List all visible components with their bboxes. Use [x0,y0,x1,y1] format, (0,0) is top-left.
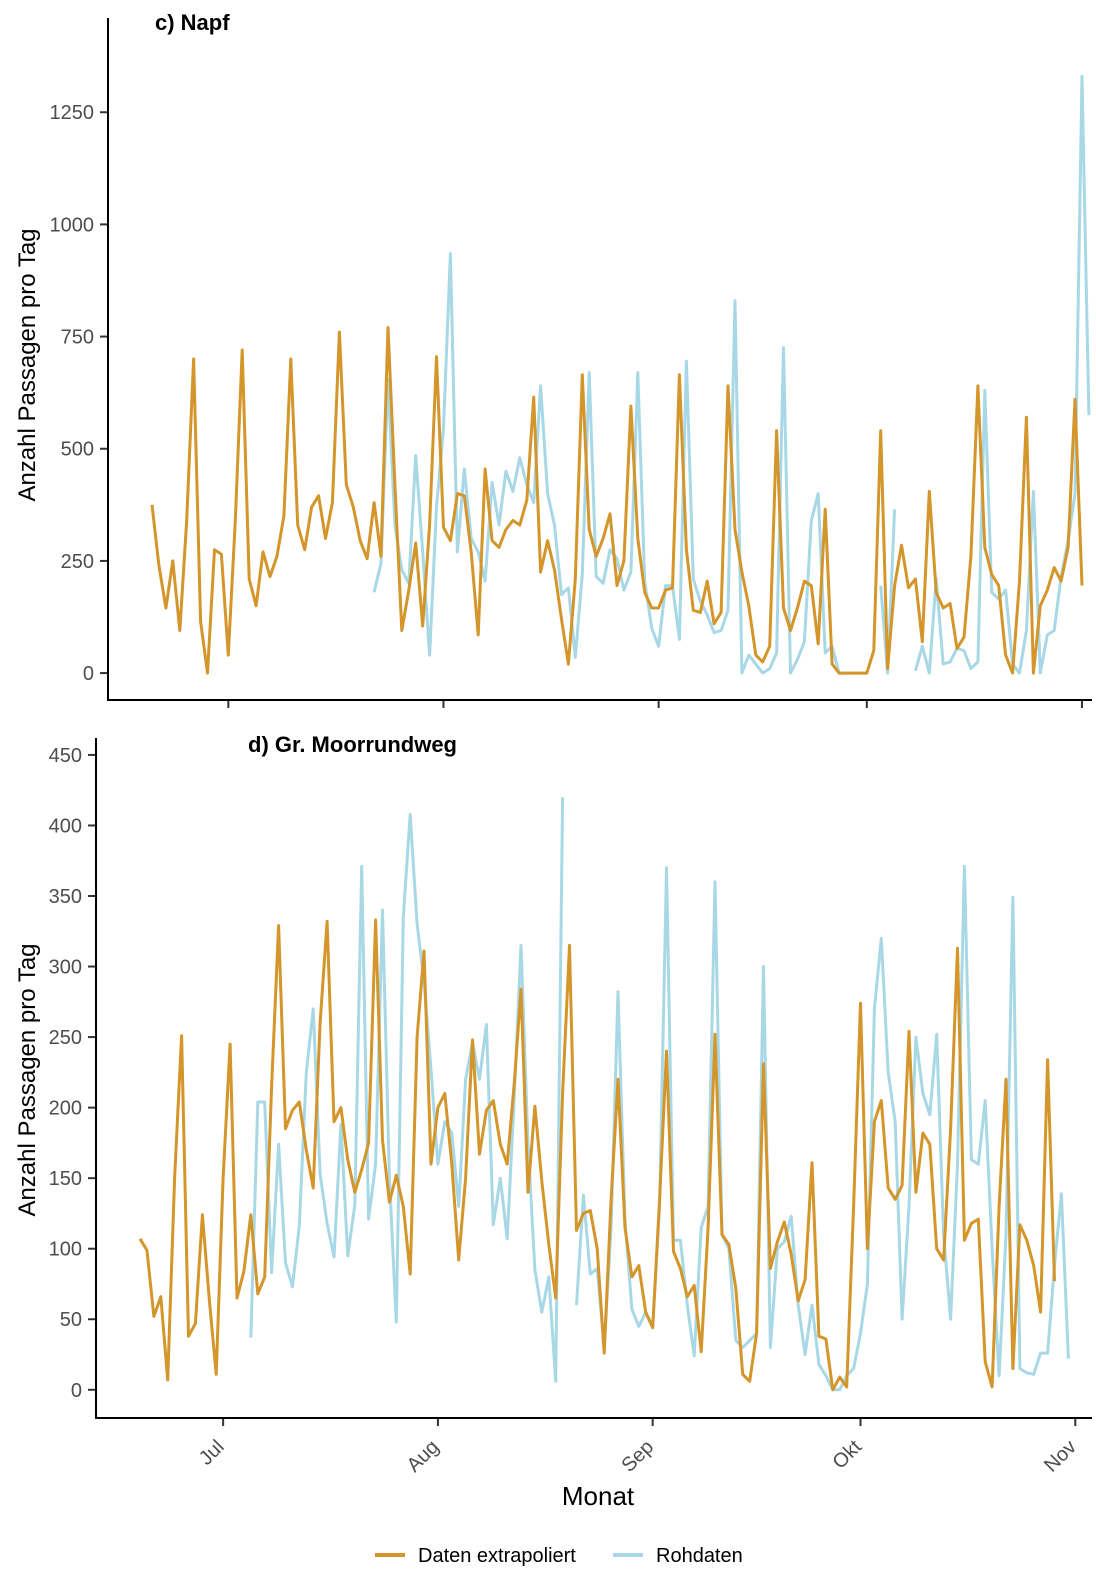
x-tick-label: Okt [828,1436,866,1474]
y-axis-label: Anzahl Passagen pro Tag [14,943,41,1216]
panel-title: c) Napf [155,10,230,35]
y-tick-label: 50 [60,1309,82,1331]
y-tick-label: 150 [49,1168,82,1190]
y-tick-label: 0 [83,663,94,685]
x-ticks: Jul Aug Sep Okt Nov [195,1418,1081,1477]
y-ticks: 0 250 500 750 1000 1250 [50,102,108,685]
legend-label-rohdaten: Rohdaten [656,1545,743,1567]
y-tick-label: 1000 [50,214,95,236]
y-tick-label: 1250 [50,102,95,124]
series-line-rohdaten [372,74,1091,675]
legend: Daten extrapoliert Rohdaten [375,1545,743,1567]
legend-label-extrapoliert: Daten extrapoliert [418,1545,576,1567]
y-tick-label: 0 [71,1380,82,1402]
x-tick-label: Jul [195,1436,229,1470]
x-ticks [227,700,1083,708]
y-ticks: 0 50 100 150 200 250 300 350 400 450 [49,745,96,1402]
series-lines [138,797,1070,1392]
x-tick-label: Sep [617,1436,658,1477]
y-tick-label: 250 [61,551,94,573]
y-tick-label: 450 [49,745,82,767]
y-tick-label: 300 [49,957,82,979]
y-tick-label: 350 [49,886,82,908]
y-tick-label: 500 [61,439,94,461]
series-line-rohdaten [249,797,1070,1392]
y-tick-label: 400 [49,815,82,837]
panel-title: d) Gr. Moorrundweg [248,732,457,757]
y-tick-label: 750 [61,327,94,349]
y-tick-label: 250 [49,1027,82,1049]
series-line-extrapoliert [138,918,1056,1392]
panel-gr-moorrundweg: d) Gr. Moorrundweg Anzahl Passagen pro T… [14,732,1092,1511]
x-tick-label: Nov [1040,1436,1081,1477]
series-lines [150,74,1091,675]
panel-napf: c) Napf Anzahl Passagen pro Tag 0 250 500 7… [14,10,1092,708]
series-line-extrapoliert [150,326,1084,675]
x-tick-label: Aug [403,1436,444,1477]
x-axis-label: Monat [562,1481,635,1511]
y-axis-label: Anzahl Passagen pro Tag [14,228,41,501]
y-tick-label: 200 [49,1098,82,1120]
y-tick-label: 100 [49,1239,82,1261]
